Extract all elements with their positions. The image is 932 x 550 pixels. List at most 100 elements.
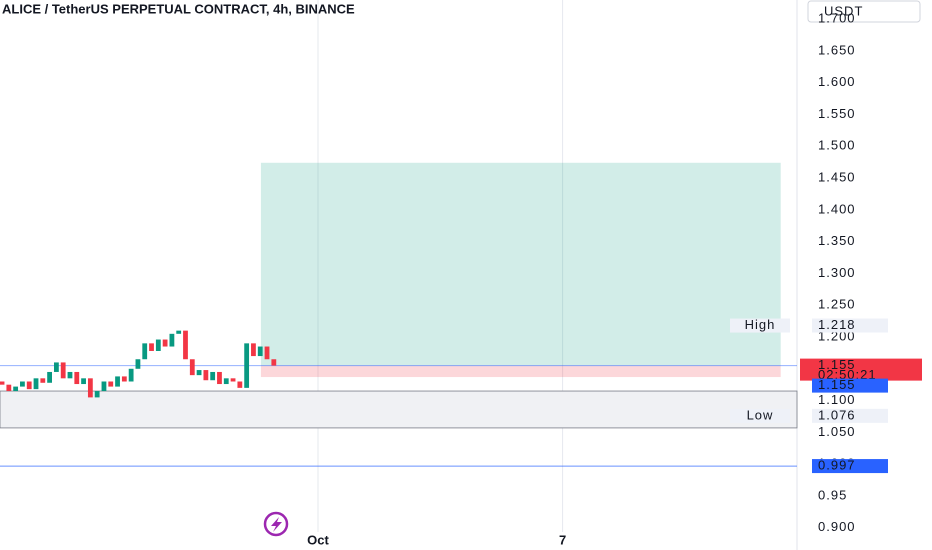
candle xyxy=(271,359,277,366)
y-tick-label: 1.600 xyxy=(818,74,856,89)
candle-body xyxy=(237,381,243,388)
position-stop xyxy=(260,365,781,378)
candle xyxy=(121,376,127,382)
y-tick-label: 0.95 xyxy=(818,487,847,502)
candle-body xyxy=(6,384,12,392)
candle xyxy=(60,362,66,379)
candle-body xyxy=(257,346,263,357)
candle xyxy=(142,343,148,360)
candle-body xyxy=(0,381,5,385)
candle-body xyxy=(47,371,53,383)
candle-body xyxy=(169,333,175,347)
candle xyxy=(94,391,100,398)
candle xyxy=(26,381,32,390)
low-value-box xyxy=(812,408,888,423)
candle xyxy=(257,346,263,357)
low-label: Low xyxy=(747,407,774,422)
candle xyxy=(128,368,134,382)
low-value: 1.076 xyxy=(818,407,856,422)
candle xyxy=(196,370,202,376)
last-price-box xyxy=(800,358,922,381)
low-label-box xyxy=(730,408,790,423)
candle-body xyxy=(33,378,39,390)
candle xyxy=(33,378,39,390)
candle xyxy=(203,370,209,381)
y-tick-label: 1.650 xyxy=(818,42,856,57)
candle-body xyxy=(67,371,73,379)
candle xyxy=(74,371,80,385)
candle xyxy=(189,359,195,376)
candle xyxy=(0,381,5,385)
y-tick-label: 1.050 xyxy=(818,424,856,439)
y-tick-label: 1.250 xyxy=(818,297,856,312)
currency: USDT xyxy=(824,3,863,18)
candle-body xyxy=(60,362,66,379)
candle-body xyxy=(183,330,188,360)
candle-body xyxy=(108,381,114,387)
candle-body xyxy=(121,376,127,382)
candle xyxy=(13,386,19,392)
high-value-box xyxy=(812,318,888,333)
candle xyxy=(149,343,154,351)
candle xyxy=(230,378,236,382)
candle xyxy=(67,371,73,379)
candle-body xyxy=(230,378,236,382)
candle-body xyxy=(13,386,19,392)
candle xyxy=(115,376,120,387)
y-tick-label: 1.700 xyxy=(818,11,856,26)
candle-body xyxy=(149,343,154,351)
candle xyxy=(135,359,141,369)
candle-body xyxy=(115,376,120,387)
candle xyxy=(217,371,222,385)
candle xyxy=(101,381,107,392)
last-price: 1.155 xyxy=(818,357,856,372)
candle-body xyxy=(203,370,209,381)
y-tick-label: 1.500 xyxy=(818,138,856,153)
price-line-value: 1.155 xyxy=(818,377,856,392)
candle-body xyxy=(26,381,32,390)
candle xyxy=(47,371,53,383)
candle xyxy=(237,381,243,388)
candle-body xyxy=(196,370,202,376)
high-label: High xyxy=(745,317,776,332)
candle-body xyxy=(128,368,134,382)
y-tick-label: 1.400 xyxy=(818,201,856,216)
x-tick-label: 7 xyxy=(559,532,566,547)
candle-body xyxy=(264,346,270,360)
candle-body xyxy=(176,330,182,334)
candle-body xyxy=(210,371,216,381)
currency-box[interactable] xyxy=(807,0,921,23)
logo xyxy=(263,511,289,537)
candle-body xyxy=(189,359,195,376)
y-tick-label: 0.900 xyxy=(818,519,856,534)
zone xyxy=(0,390,798,429)
candle xyxy=(87,378,93,398)
candle xyxy=(169,333,175,347)
candle-body xyxy=(74,371,80,385)
candle-body xyxy=(244,343,250,388)
candle-body xyxy=(20,381,25,387)
x-tick-label: Oct xyxy=(307,532,329,547)
candle xyxy=(81,378,86,385)
y-tick-label: 1.450 xyxy=(818,169,856,184)
y-tick-label: 1.300 xyxy=(818,265,856,280)
candle xyxy=(251,343,256,357)
candle xyxy=(223,378,229,385)
candle xyxy=(6,384,12,392)
candle-body xyxy=(53,362,59,372)
candle xyxy=(53,362,59,372)
candle-body xyxy=(251,343,256,357)
candle-body xyxy=(271,359,277,366)
candle xyxy=(244,343,250,388)
countdown: 02:50:21 xyxy=(818,367,877,382)
candle-body xyxy=(162,339,168,347)
position-target xyxy=(260,162,781,366)
candle-body xyxy=(217,371,222,385)
y-tick-label: 1.550 xyxy=(818,106,856,121)
candle-body xyxy=(142,343,148,360)
candle xyxy=(40,378,46,383)
candle-body xyxy=(87,378,93,398)
candle xyxy=(108,381,114,387)
candle-body xyxy=(135,359,141,369)
